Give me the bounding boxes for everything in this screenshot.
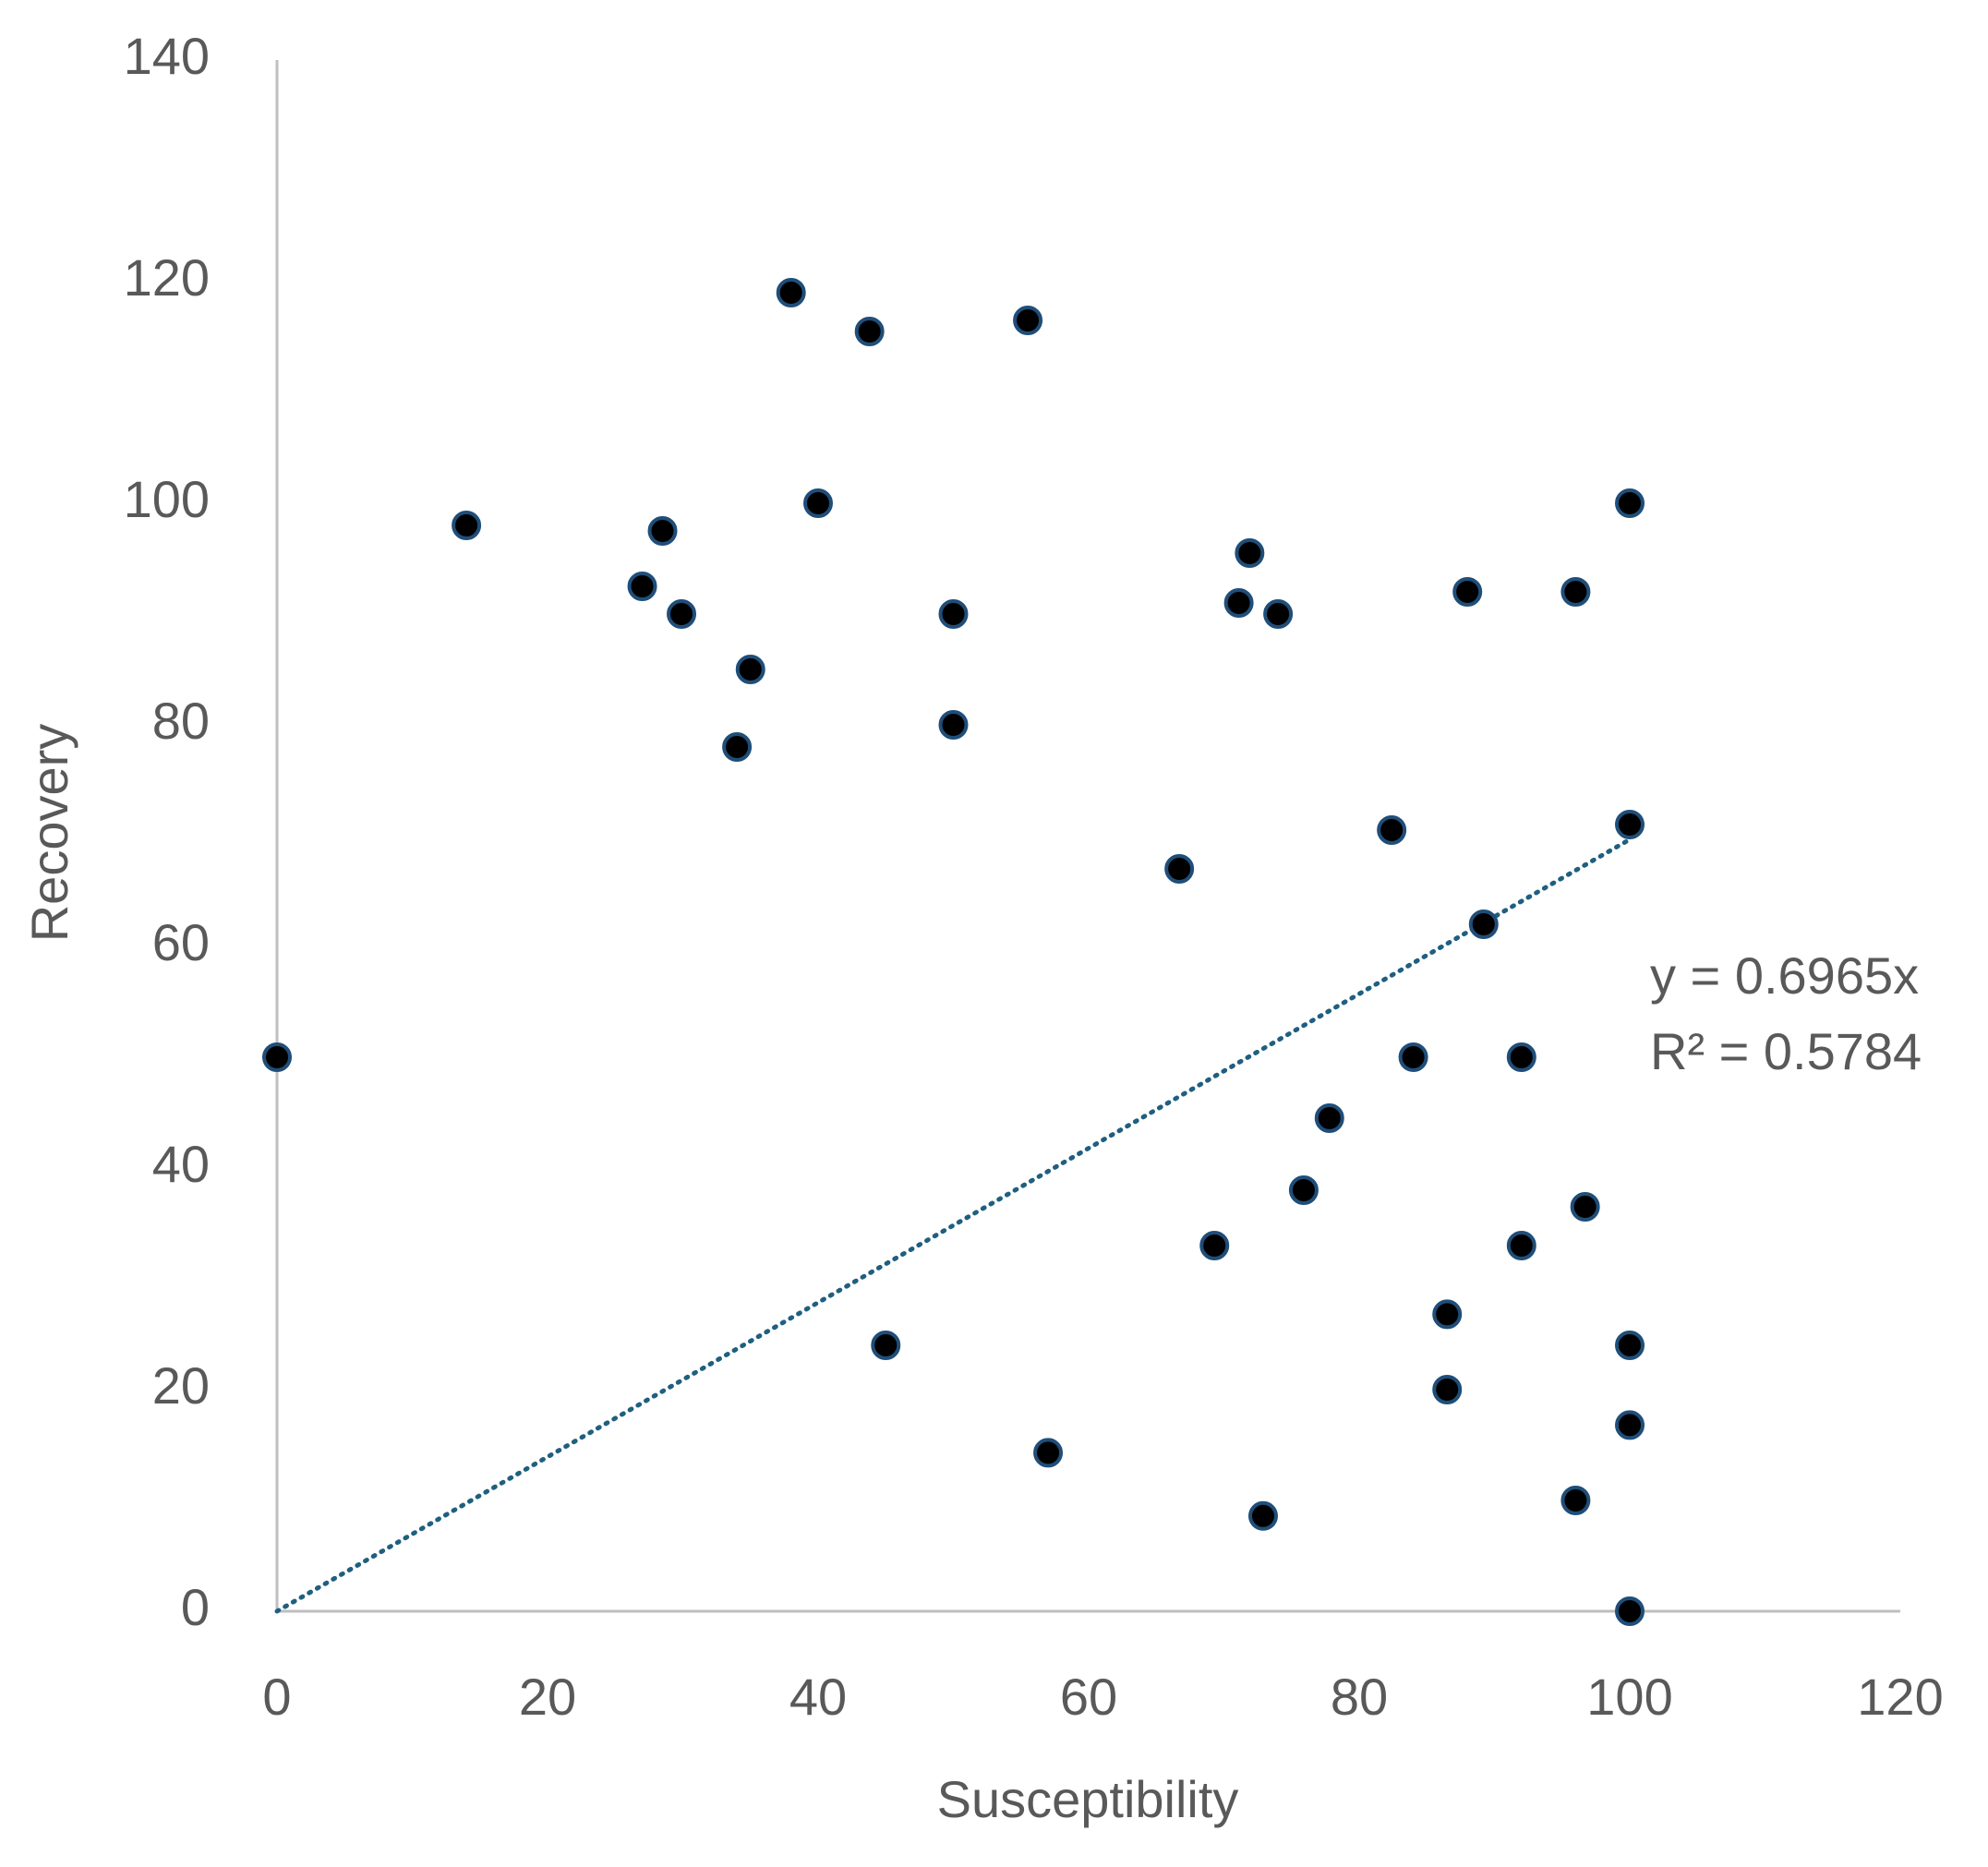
x-axis-title: Susceptibility: [937, 1770, 1239, 1828]
data-point: [1432, 1375, 1463, 1404]
y-tick-label: 0: [181, 1578, 210, 1636]
data-point: [1247, 1500, 1278, 1531]
data-point: [803, 488, 833, 518]
x-tick-label: 20: [519, 1668, 576, 1726]
data-point: [1033, 1438, 1064, 1468]
data-point: [871, 1331, 901, 1360]
data-point: [1452, 577, 1483, 607]
y-tick-label: 120: [124, 248, 210, 307]
data-point: [1164, 854, 1195, 884]
data-point: [1432, 1299, 1463, 1330]
data-point: [1013, 306, 1043, 335]
data-point: [1615, 1410, 1645, 1440]
y-tick-label: 60: [152, 913, 210, 971]
data-point: [452, 511, 482, 540]
y-axis-title: Recovery: [20, 724, 78, 943]
data-point: [854, 317, 885, 346]
trendline-r-squared: R² = 0.5784: [1650, 1022, 1922, 1080]
data-point: [722, 732, 753, 762]
data-point: [735, 655, 765, 684]
data-point: [1263, 599, 1294, 629]
x-tick-label: 80: [1331, 1668, 1388, 1726]
data-point: [1235, 538, 1265, 568]
data-point: [1615, 810, 1645, 839]
data-point: [1615, 1596, 1645, 1626]
data-point: [1570, 1192, 1600, 1222]
y-tick-label: 80: [152, 692, 210, 750]
data-point: [1615, 1331, 1645, 1360]
data-point: [667, 599, 697, 629]
data-point: [647, 516, 678, 546]
data-point: [1288, 1175, 1319, 1205]
data-point: [262, 1042, 292, 1072]
x-tick-label: 120: [1857, 1668, 1943, 1726]
data-point: [1398, 1042, 1428, 1072]
data-point: [776, 278, 806, 307]
data-point: [1314, 1103, 1344, 1133]
data-point: [1377, 815, 1407, 845]
data-point: [1506, 1042, 1536, 1072]
data-point: [938, 599, 969, 629]
trendline: [274, 837, 1633, 1614]
trendline-equation: y = 0.6965x: [1650, 946, 1919, 1005]
y-tick-label: 100: [124, 470, 210, 528]
data-point: [1223, 588, 1254, 618]
data-point: [1468, 909, 1499, 939]
x-tick-label: 100: [1586, 1668, 1672, 1726]
x-tick-label: 0: [262, 1668, 291, 1726]
y-tick-label: 20: [152, 1356, 210, 1415]
data-point: [1506, 1231, 1536, 1260]
y-tick-label: 140: [124, 27, 210, 85]
data-point: [627, 572, 657, 601]
data-point: [938, 710, 969, 740]
x-tick-label: 60: [1060, 1668, 1117, 1726]
data-point: [1560, 1486, 1591, 1515]
data-point: [1199, 1231, 1230, 1260]
y-tick-label: 40: [152, 1135, 210, 1193]
data-point: [1560, 577, 1591, 607]
x-tick-label: 40: [789, 1668, 847, 1726]
data-point: [1615, 488, 1645, 518]
